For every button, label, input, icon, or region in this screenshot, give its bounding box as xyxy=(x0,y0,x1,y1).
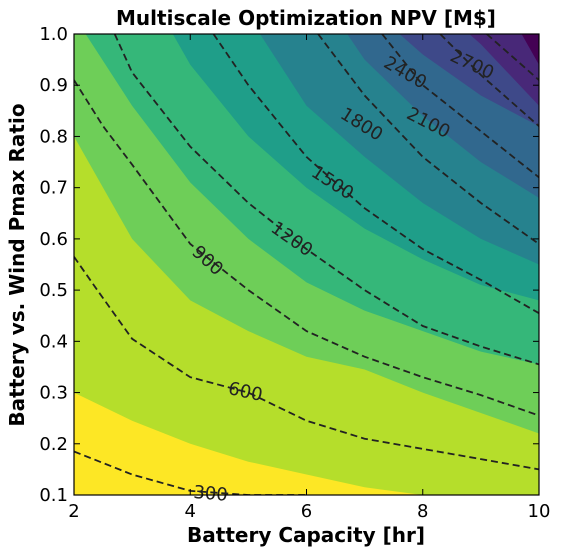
y-tick-label: 0.6 xyxy=(39,229,68,250)
y-axis-label: Battery vs. Wind Pmax Ratio xyxy=(5,103,29,426)
y-tick-label: 0.1 xyxy=(39,485,68,506)
x-tick-label: 6 xyxy=(301,501,312,522)
y-tick-label: 0.2 xyxy=(39,434,68,455)
x-tick-label: 2 xyxy=(68,501,79,522)
chart-title: Multiscale Optimization NPV [M$] xyxy=(116,6,496,30)
x-tick-label: 8 xyxy=(417,501,428,522)
x-tick-label: 10 xyxy=(528,501,551,522)
y-tick-label: 0.4 xyxy=(39,331,68,352)
x-tick-label: 4 xyxy=(185,501,196,522)
y-tick-label: 1.0 xyxy=(39,24,68,45)
contour-fills xyxy=(74,34,539,495)
y-tick-label: 0.9 xyxy=(39,75,68,96)
y-tick-label: 0.7 xyxy=(39,178,68,199)
y-tick-label: 0.3 xyxy=(39,383,68,404)
y-tick-label: 0.8 xyxy=(39,126,68,147)
x-axis-label: Battery Capacity [hr] xyxy=(187,523,425,547)
y-tick-label: 0.5 xyxy=(39,280,68,301)
contour-label: 300 xyxy=(193,482,229,506)
